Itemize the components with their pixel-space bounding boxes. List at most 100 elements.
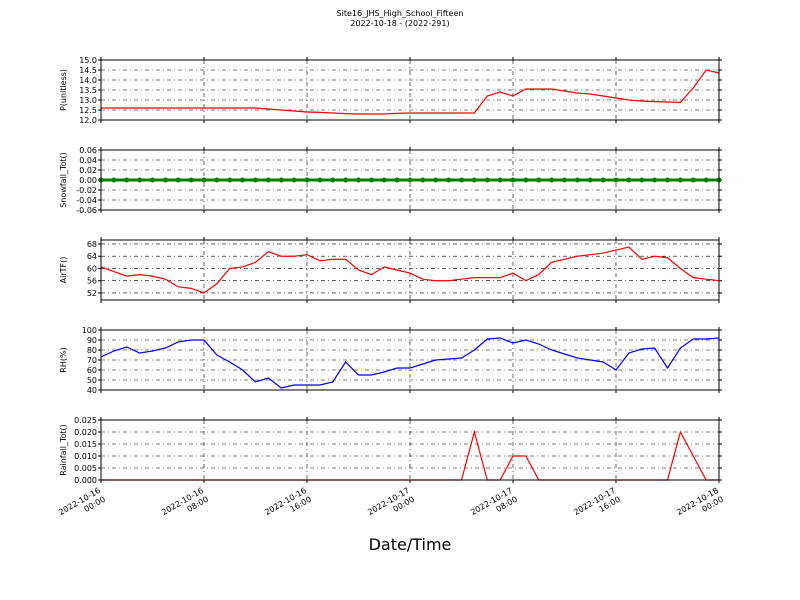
y-tick-label: 14.5 — [79, 66, 97, 75]
y-tick-label: 0.000 — [74, 476, 97, 485]
data-point — [446, 177, 452, 183]
data-point — [703, 177, 709, 183]
data-point — [459, 177, 464, 183]
y-axis-label: AirTF() — [59, 257, 68, 284]
data-point — [665, 177, 670, 183]
data-point — [150, 177, 155, 183]
data-point — [613, 177, 619, 183]
data-point — [304, 177, 310, 183]
y-tick-label: 15.0 — [79, 56, 97, 65]
data-point — [291, 177, 297, 183]
data-point — [549, 177, 555, 183]
data-point — [471, 177, 477, 183]
y-tick-label: 12.0 — [79, 116, 97, 125]
data-point — [497, 177, 503, 183]
data-point — [394, 177, 400, 183]
data-point — [600, 177, 606, 183]
y-tick-label: 0.00 — [79, 176, 97, 185]
data-point — [188, 177, 194, 183]
data-point — [652, 177, 658, 183]
y-tick-label: 50 — [87, 376, 97, 385]
plot-frame — [100, 239, 720, 301]
y-tick-label: 80 — [87, 346, 97, 355]
data-point — [240, 177, 246, 183]
x-tick-label: 2022-10-1600:00 — [57, 486, 107, 526]
data-point — [433, 177, 439, 183]
y-tick-label: 0.04 — [79, 156, 97, 165]
data-point — [111, 177, 117, 183]
y-axis-label: RH(%) — [59, 347, 68, 372]
x-tick-label: 2022-10-1608:00 — [160, 486, 210, 526]
data-point — [227, 177, 233, 183]
data-point — [536, 177, 542, 183]
data-point — [407, 177, 413, 183]
y-tick-label: 52 — [87, 289, 97, 298]
data-point — [574, 177, 580, 183]
y-tick-label: 0.005 — [74, 464, 97, 473]
data-point — [639, 177, 645, 183]
y-tick-label: 14.0 — [79, 76, 97, 85]
y-axis-label: Rainfall_Tot() — [59, 424, 68, 476]
data-point — [124, 177, 130, 183]
x-tick-label: 2022-10-1616:00 — [263, 486, 313, 526]
y-tick-label: 56 — [87, 277, 97, 286]
data-point — [265, 177, 271, 183]
data-point — [562, 177, 567, 183]
data-point — [587, 177, 593, 183]
y-tick-label: 12.5 — [79, 106, 97, 115]
x-axis-label: Date/Time — [369, 535, 452, 554]
y-tick-label: 0.010 — [74, 452, 97, 461]
y-tick-label: -0.02 — [76, 186, 97, 195]
plot-frame — [100, 149, 720, 211]
x-tick-label: 2022-10-1700:00 — [366, 486, 416, 526]
chart-subtitle: 2022-10-18 - (2022-291) — [350, 19, 449, 28]
y-tick-label: 0.02 — [79, 166, 97, 175]
y-tick-label: 60 — [87, 264, 97, 273]
data-point — [317, 177, 323, 183]
y-tick-label: 0.06 — [79, 146, 97, 155]
data-point — [677, 177, 683, 183]
data-point — [253, 177, 258, 183]
data-line — [100, 337, 720, 389]
data-point — [201, 177, 207, 183]
plot-frame — [100, 419, 720, 481]
y-tick-label: -0.04 — [76, 196, 97, 205]
y-tick-label: 0.015 — [74, 440, 97, 449]
x-tick-label: 2022-10-1716:00 — [572, 486, 622, 526]
data-point — [626, 177, 632, 183]
y-tick-label: 13.0 — [79, 96, 97, 105]
data-point — [523, 177, 529, 183]
x-tick-label: 2022-10-1708:00 — [469, 486, 519, 526]
data-point — [214, 177, 220, 183]
data-point — [278, 177, 284, 183]
y-tick-label: 70 — [87, 356, 97, 365]
y-tick-label: 100 — [82, 326, 97, 335]
data-point — [137, 177, 143, 183]
y-tick-label: 13.5 — [79, 86, 97, 95]
data-point — [162, 177, 168, 183]
y-axis-label: P(unitless) — [59, 69, 68, 111]
y-tick-label: -0.06 — [76, 206, 97, 215]
plot-frame — [100, 59, 720, 121]
data-point — [690, 177, 696, 183]
data-point — [510, 177, 516, 183]
data-point — [175, 177, 181, 183]
data-point — [420, 177, 426, 183]
chart-title: Site16_JHS_High_School_Fifteen — [337, 9, 464, 18]
y-tick-label: 68 — [87, 240, 97, 249]
data-line — [100, 246, 720, 294]
y-tick-label: 60 — [87, 366, 97, 375]
data-point — [330, 177, 336, 183]
y-tick-label: 40 — [87, 386, 97, 395]
plot-frame — [100, 329, 720, 391]
x-tick-label: 2022-10-1800:00 — [675, 486, 725, 526]
data-point — [343, 177, 349, 183]
data-point — [484, 177, 490, 183]
data-line — [101, 69, 720, 115]
y-axis-label: Snowfall_Tot() — [59, 152, 68, 208]
data-point — [356, 177, 361, 183]
y-tick-label: 64 — [87, 252, 97, 261]
y-tick-label: 0.025 — [74, 416, 97, 425]
data-point — [381, 177, 387, 183]
